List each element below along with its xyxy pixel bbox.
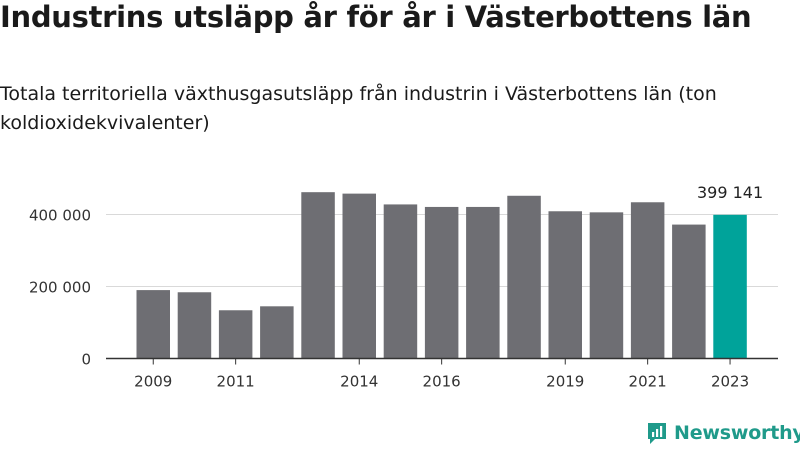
bar — [301, 192, 335, 359]
y-tick-label: 400 000 — [29, 207, 91, 225]
bar-highlight — [713, 214, 747, 359]
bar — [672, 224, 706, 359]
bar — [589, 212, 624, 359]
x-tick-label: 2016 — [423, 373, 461, 391]
y-tick-label: 0 — [81, 351, 91, 369]
newsworthy-logo: Newsworthy — [646, 421, 800, 445]
bar — [218, 310, 253, 359]
bar — [342, 193, 376, 359]
bar — [630, 202, 665, 359]
bar — [548, 211, 582, 359]
bar — [466, 206, 500, 359]
bar — [136, 290, 170, 359]
newsworthy-logo-icon — [648, 423, 666, 444]
x-tick-label: 2011 — [217, 373, 255, 391]
chart-title: Industrins utsläpp år för år i Västerbot… — [0, 0, 752, 34]
x-tick-label: 2014 — [340, 373, 378, 391]
x-tick-label: 2009 — [134, 373, 172, 391]
bar — [424, 206, 459, 359]
x-tick-label: 2023 — [711, 373, 749, 391]
bar — [507, 195, 541, 359]
bar — [260, 306, 294, 359]
x-tick-label: 2019 — [546, 373, 584, 391]
x-tick-label: 2021 — [629, 373, 667, 391]
bar — [383, 204, 418, 359]
chart-subtitle: Totala territoriella växthusgasutsläpp f… — [0, 83, 717, 134]
highlight-value-label: 399 141 — [697, 183, 763, 202]
brand-name: Newsworthy — [674, 422, 800, 444]
bar — [177, 292, 212, 359]
y-tick-label: 200 000 — [29, 279, 91, 297]
